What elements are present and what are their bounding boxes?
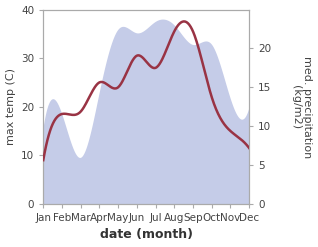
X-axis label: date (month): date (month)	[100, 228, 193, 242]
Y-axis label: med. precipitation
(kg/m2): med. precipitation (kg/m2)	[291, 56, 313, 158]
Y-axis label: max temp (C): max temp (C)	[5, 68, 16, 145]
